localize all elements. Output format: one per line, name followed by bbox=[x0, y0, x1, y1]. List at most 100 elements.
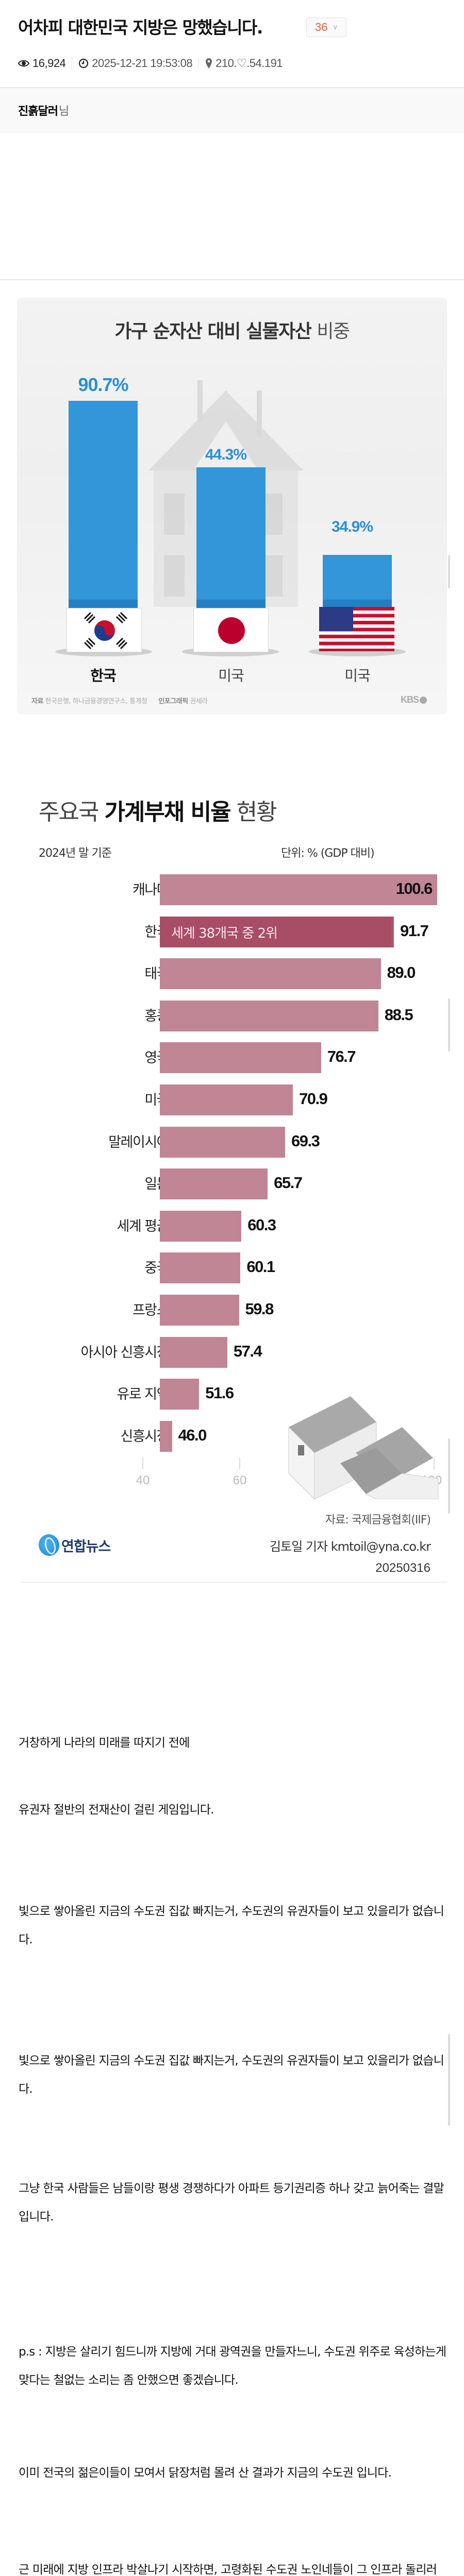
flag-japan-icon bbox=[193, 608, 269, 652]
bar-value-japan: 44.3% bbox=[205, 446, 247, 463]
map-pin-icon bbox=[205, 58, 212, 69]
chart2-subtitle-date: 2024년 말 기준 bbox=[39, 847, 112, 860]
body-paragraph: 이미 전국의 젊은이들이 모여서 닭장처럼 몰려 산 결과가 지금의 수도권 입… bbox=[19, 2466, 392, 2480]
bar-category-label: 말레이시아 bbox=[108, 1134, 169, 1150]
axis-tick bbox=[142, 1458, 143, 1469]
body-paragraph: 근 미래에 지방 인프라 박살나기 시작하면, 고령화된 수도권 노인네들이 그… bbox=[19, 2563, 437, 2576]
view-count: 16,924 bbox=[18, 57, 66, 70]
bar-usa bbox=[323, 555, 392, 608]
houses-illustration-icon bbox=[288, 1396, 439, 1499]
author-suffix: 님 bbox=[58, 105, 70, 118]
chart1-title: 가구 순자산 대비 실물자산 비중 bbox=[114, 321, 350, 342]
bar-row: 영국 76.7 bbox=[21, 1042, 447, 1074]
scrollbar-thumb[interactable] bbox=[448, 555, 450, 588]
scrollbar-thumb[interactable] bbox=[448, 998, 450, 1052]
views-value: 16,924 bbox=[32, 57, 66, 70]
meta-separator bbox=[198, 57, 200, 70]
axis-label-40: 40 bbox=[136, 1473, 150, 1487]
body-paragraph: 그냥 한국 사람들은 남들이랑 평생 경쟁하다가 아파트 등기권리증 하나 갖고… bbox=[19, 2182, 444, 2224]
kbs-logo: KBS bbox=[401, 694, 427, 705]
body-paragraph: 유권자 절반의 전재산이 걸린 게임입니다. bbox=[19, 1803, 214, 1817]
comment-count: 36 bbox=[315, 21, 328, 33]
bar-value-korea: 90.7% bbox=[78, 374, 128, 395]
post-datetime: 2025-12-21 19:53:08 bbox=[78, 57, 193, 70]
author[interactable]: 진흙달러님 bbox=[18, 102, 69, 118]
flag-usa-icon bbox=[319, 607, 394, 651]
chevron-down-icon: ∨ bbox=[333, 23, 338, 31]
bar-value: 88.5 bbox=[384, 1005, 413, 1024]
chart2-unit: 단위: % (GDP 대비) bbox=[281, 847, 375, 860]
body-paragraph: p.s : 지방은 살리기 힘드니까 지방에 거대 광역권을 만들자느니, 수도… bbox=[19, 2345, 446, 2387]
bar bbox=[160, 1210, 242, 1242]
bar bbox=[160, 1295, 239, 1326]
chart2-date: 20250316 bbox=[375, 1561, 430, 1575]
bar-value: 46.0 bbox=[178, 1426, 207, 1444]
bar-category-label: 아시아 신흥시장 bbox=[80, 1344, 170, 1361]
author-nickname[interactable]: 진흙달러 bbox=[18, 105, 58, 118]
scrollbar-thumb[interactable] bbox=[448, 2034, 450, 2126]
axis-label-60: 60 bbox=[233, 1473, 247, 1487]
post-meta: 16,924 2025-12-21 19:53:08 210.♡.54.191 bbox=[18, 57, 283, 70]
body-paragraph: 거창하게 나라의 미래를 따지기 전에 bbox=[19, 1736, 190, 1750]
axis-tick bbox=[239, 1458, 240, 1469]
bar bbox=[160, 874, 437, 905]
bar bbox=[160, 958, 381, 990]
bar-row: 유로 지역 51.6 bbox=[21, 1379, 447, 1410]
bar-row: 말레이시아 69.3 bbox=[21, 1126, 447, 1158]
chart-real-asset-ratio: 가구 순자산 대비 실물자산 비중 90.7% 한국 44.3% 미국 34.9… bbox=[17, 298, 447, 715]
post-title: 어차피 대한민국 지방은 망했습니다. bbox=[18, 18, 263, 38]
body-paragraph: 빛으로 쌓아올린 지금의 수도권 집값 빠지는거, 수도권의 유권자들이 보고 … bbox=[19, 1905, 444, 1946]
ip-value: 210.♡.54.191 bbox=[216, 57, 283, 70]
bar-row: 홍콩 88.5 bbox=[21, 1000, 447, 1031]
bar-value: 60.3 bbox=[247, 1215, 276, 1234]
bar-value: 69.3 bbox=[291, 1131, 320, 1150]
bar bbox=[160, 1084, 293, 1115]
chart2-reporter: 김토일 기자 kmtoil@yna.co.kr bbox=[270, 1539, 431, 1554]
bar-value: 59.8 bbox=[245, 1300, 274, 1318]
bar-value: 89.0 bbox=[387, 963, 416, 982]
body-paragraph: 빛으로 쌓아올린 지금의 수도권 집값 빠지는거, 수도권의 유권자들이 보고 … bbox=[19, 2054, 444, 2096]
bar-value: 91.7 bbox=[400, 921, 429, 940]
bar-value: 100.6 bbox=[395, 879, 433, 897]
bar-value: 70.9 bbox=[299, 1090, 328, 1108]
content-divider bbox=[0, 279, 464, 280]
bar-value: 51.6 bbox=[205, 1384, 234, 1402]
category-usa: 미국 bbox=[344, 667, 371, 684]
bar bbox=[160, 1252, 241, 1284]
bar-value: 65.7 bbox=[274, 1174, 303, 1192]
bar-row: 세계 평균 60.3 bbox=[21, 1210, 447, 1242]
bar-row: 캐나다 100.6 bbox=[21, 874, 447, 905]
bar-row: 아시아 신흥시장 57.4 bbox=[21, 1336, 447, 1368]
chart1-source: 자료 한국은행, 하나금융경영연구소, 통계청 인포그래픽 권세라 bbox=[31, 698, 208, 705]
bar-row: 중국 60.1 bbox=[21, 1252, 447, 1284]
chart2-source: 자료: 국제금융협회(IIF) bbox=[325, 1514, 431, 1527]
bar-row: 신흥시장 46.0 bbox=[21, 1420, 447, 1452]
scrollbar-thumb[interactable] bbox=[448, 1438, 450, 1514]
bar-row: 미국 70.9 bbox=[21, 1084, 447, 1115]
clock-icon bbox=[78, 58, 89, 69]
bar-value: 76.7 bbox=[327, 1047, 356, 1066]
bar-row: 태국 89.0 bbox=[21, 958, 447, 990]
bar-row: 한국 세계 38개국 중 2위 91.7 bbox=[21, 916, 447, 947]
bar bbox=[160, 1420, 172, 1452]
datetime-value: 2025-12-21 19:53:08 bbox=[92, 57, 193, 70]
bar-value-usa: 34.9% bbox=[331, 518, 373, 535]
bar bbox=[160, 1336, 227, 1368]
chart-household-debt: 주요국 가계부채 비율 현황 2024년 말 기준 단위: % (GDP 대비)… bbox=[21, 773, 447, 1583]
post-ip: 210.♡.54.191 bbox=[205, 57, 283, 70]
bar: 세계 38개국 중 2위 bbox=[160, 916, 394, 947]
bar-value: 60.1 bbox=[246, 1258, 275, 1276]
highlight-note: 세계 38개국 중 2위 bbox=[171, 925, 278, 941]
axis-tick bbox=[434, 1458, 435, 1469]
comment-count-button[interactable]: 36 ∨ bbox=[306, 18, 346, 37]
category-japan: 미국 bbox=[218, 667, 244, 684]
bar-japan bbox=[196, 467, 266, 608]
bar bbox=[160, 1379, 200, 1410]
category-korea: 한국 bbox=[90, 667, 117, 684]
bar bbox=[160, 1042, 321, 1074]
bar-korea bbox=[69, 401, 138, 608]
flag-korea-icon bbox=[67, 608, 142, 652]
yonhap-globe-icon bbox=[36, 1532, 62, 1558]
bar bbox=[160, 1126, 285, 1158]
chart2-title: 주요국 가계부채 비율 현황 bbox=[39, 799, 277, 825]
